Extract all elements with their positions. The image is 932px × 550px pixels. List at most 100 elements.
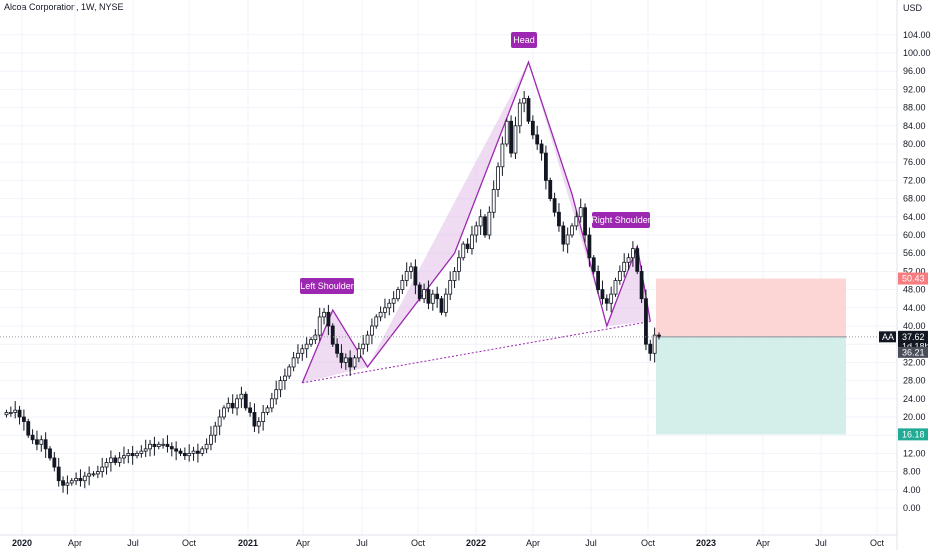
candle-body — [135, 452, 139, 457]
candle-body — [478, 216, 483, 227]
x-tick-label: Oct — [411, 538, 426, 548]
candle-body — [152, 443, 157, 447]
y-tick-label: 4.00 — [903, 485, 921, 495]
candle-body — [539, 143, 544, 154]
x-tick-label: Jul — [127, 538, 139, 548]
candle-body — [374, 316, 379, 327]
candle-body — [583, 207, 587, 236]
candle-body — [217, 416, 222, 427]
candle-body — [544, 152, 548, 181]
candle-body — [30, 434, 35, 441]
candle-body — [209, 434, 213, 445]
stop-price-tag-box — [898, 272, 928, 285]
candle-body — [448, 280, 453, 295]
candle-body — [509, 120, 514, 154]
candle-body — [265, 407, 270, 413]
pattern-area — [528, 62, 607, 326]
candle-body — [226, 402, 231, 409]
candle-body — [430, 293, 435, 304]
y-tick-label: 80.00 — [903, 139, 926, 149]
candle-body — [348, 357, 353, 368]
candle-body — [635, 248, 640, 272]
candle-body — [296, 352, 300, 359]
candle-body — [95, 471, 100, 475]
candle-body — [470, 234, 474, 250]
candle-body — [574, 216, 579, 227]
secondary-price-box — [898, 346, 928, 358]
candle-body — [487, 211, 492, 236]
stop-zone[interactable] — [656, 278, 846, 337]
candle-body — [222, 407, 226, 418]
candle-body — [330, 325, 335, 345]
candle-body — [561, 225, 566, 245]
currency-label: USD — [903, 3, 923, 13]
y-tick-label: 88.00 — [903, 103, 926, 113]
pattern-area — [606, 246, 651, 326]
chart-title: Alcoa Corporation, 1W, NYSE — [4, 2, 124, 12]
candle-body — [483, 216, 487, 236]
x-tick-label: 2020 — [12, 538, 32, 548]
candle-body — [413, 266, 418, 286]
y-tick-label: 92.00 — [903, 84, 926, 94]
candle-body — [326, 311, 331, 327]
candle-body — [456, 257, 461, 272]
candle-body — [243, 393, 248, 409]
candle-body — [565, 234, 570, 245]
candle-body — [631, 248, 635, 259]
candle-body — [278, 380, 283, 391]
target-price-tag-box — [898, 428, 928, 441]
candle-body — [282, 375, 287, 381]
candle-body — [365, 334, 370, 345]
x-tick-label: 2022 — [466, 538, 486, 548]
candle-body — [82, 475, 87, 482]
head-shoulders-pattern[interactable]: Left Shoulder Head Right Shoulder — [300, 32, 651, 384]
candle-body — [195, 450, 200, 454]
pattern-line[interactable] — [301, 60, 651, 384]
candle-body — [230, 402, 235, 409]
candle-body — [644, 298, 648, 345]
candle-body — [526, 98, 531, 122]
target-zone[interactable] — [656, 336, 846, 435]
y-tick-label: 72.00 — [903, 175, 926, 185]
time-axis[interactable]: 2020 Apr Jul Oct 2021 Apr Jul Oct 2022 Apr Jul Oct 2… — [12, 538, 885, 548]
price-axis[interactable]: 104.00 100.00 96.00 92.00 88.00 84.00 80.00 76.… — [903, 30, 931, 513]
candle-body — [570, 225, 574, 236]
candle-body — [322, 311, 326, 318]
y-tick-label: 20.00 — [903, 412, 926, 422]
y-tick-label: 68.00 — [903, 194, 926, 204]
candle-body — [191, 450, 196, 454]
candle-body — [500, 143, 505, 168]
neckline[interactable] — [302, 320, 651, 384]
candle-body — [513, 125, 518, 154]
candle-body — [113, 457, 118, 463]
position-zones[interactable] — [656, 278, 846, 435]
pattern-label-box[interactable] — [592, 212, 650, 228]
candle-body — [13, 409, 18, 413]
candle-body — [422, 289, 427, 300]
pattern-label: Left Shoulder — [300, 281, 354, 291]
candle-body — [313, 334, 318, 341]
x-tick-label: Jul — [356, 538, 368, 548]
candle-body — [130, 452, 135, 457]
candle-body — [557, 211, 561, 227]
candle-body — [148, 443, 152, 450]
y-tick-label: 8.00 — [903, 467, 921, 477]
candle-body — [578, 207, 583, 218]
candle-body — [235, 398, 239, 409]
x-tick-label: Oct — [870, 538, 885, 548]
y-tick-label: 52.00 — [903, 266, 926, 276]
pattern-label-box[interactable] — [300, 278, 354, 294]
last-price-tag: 37.62 — [902, 332, 925, 342]
candle-body — [452, 270, 457, 281]
candle-body — [474, 225, 479, 236]
candle-body — [426, 289, 431, 304]
y-tick-label: 44.00 — [903, 303, 926, 313]
grid — [0, 0, 897, 535]
candle-body — [439, 298, 444, 313]
pattern-label-box[interactable] — [511, 32, 537, 48]
candle-body — [639, 270, 644, 300]
candle-body — [156, 443, 161, 447]
candle-body — [52, 457, 57, 468]
x-tick-label: Jul — [815, 538, 827, 548]
